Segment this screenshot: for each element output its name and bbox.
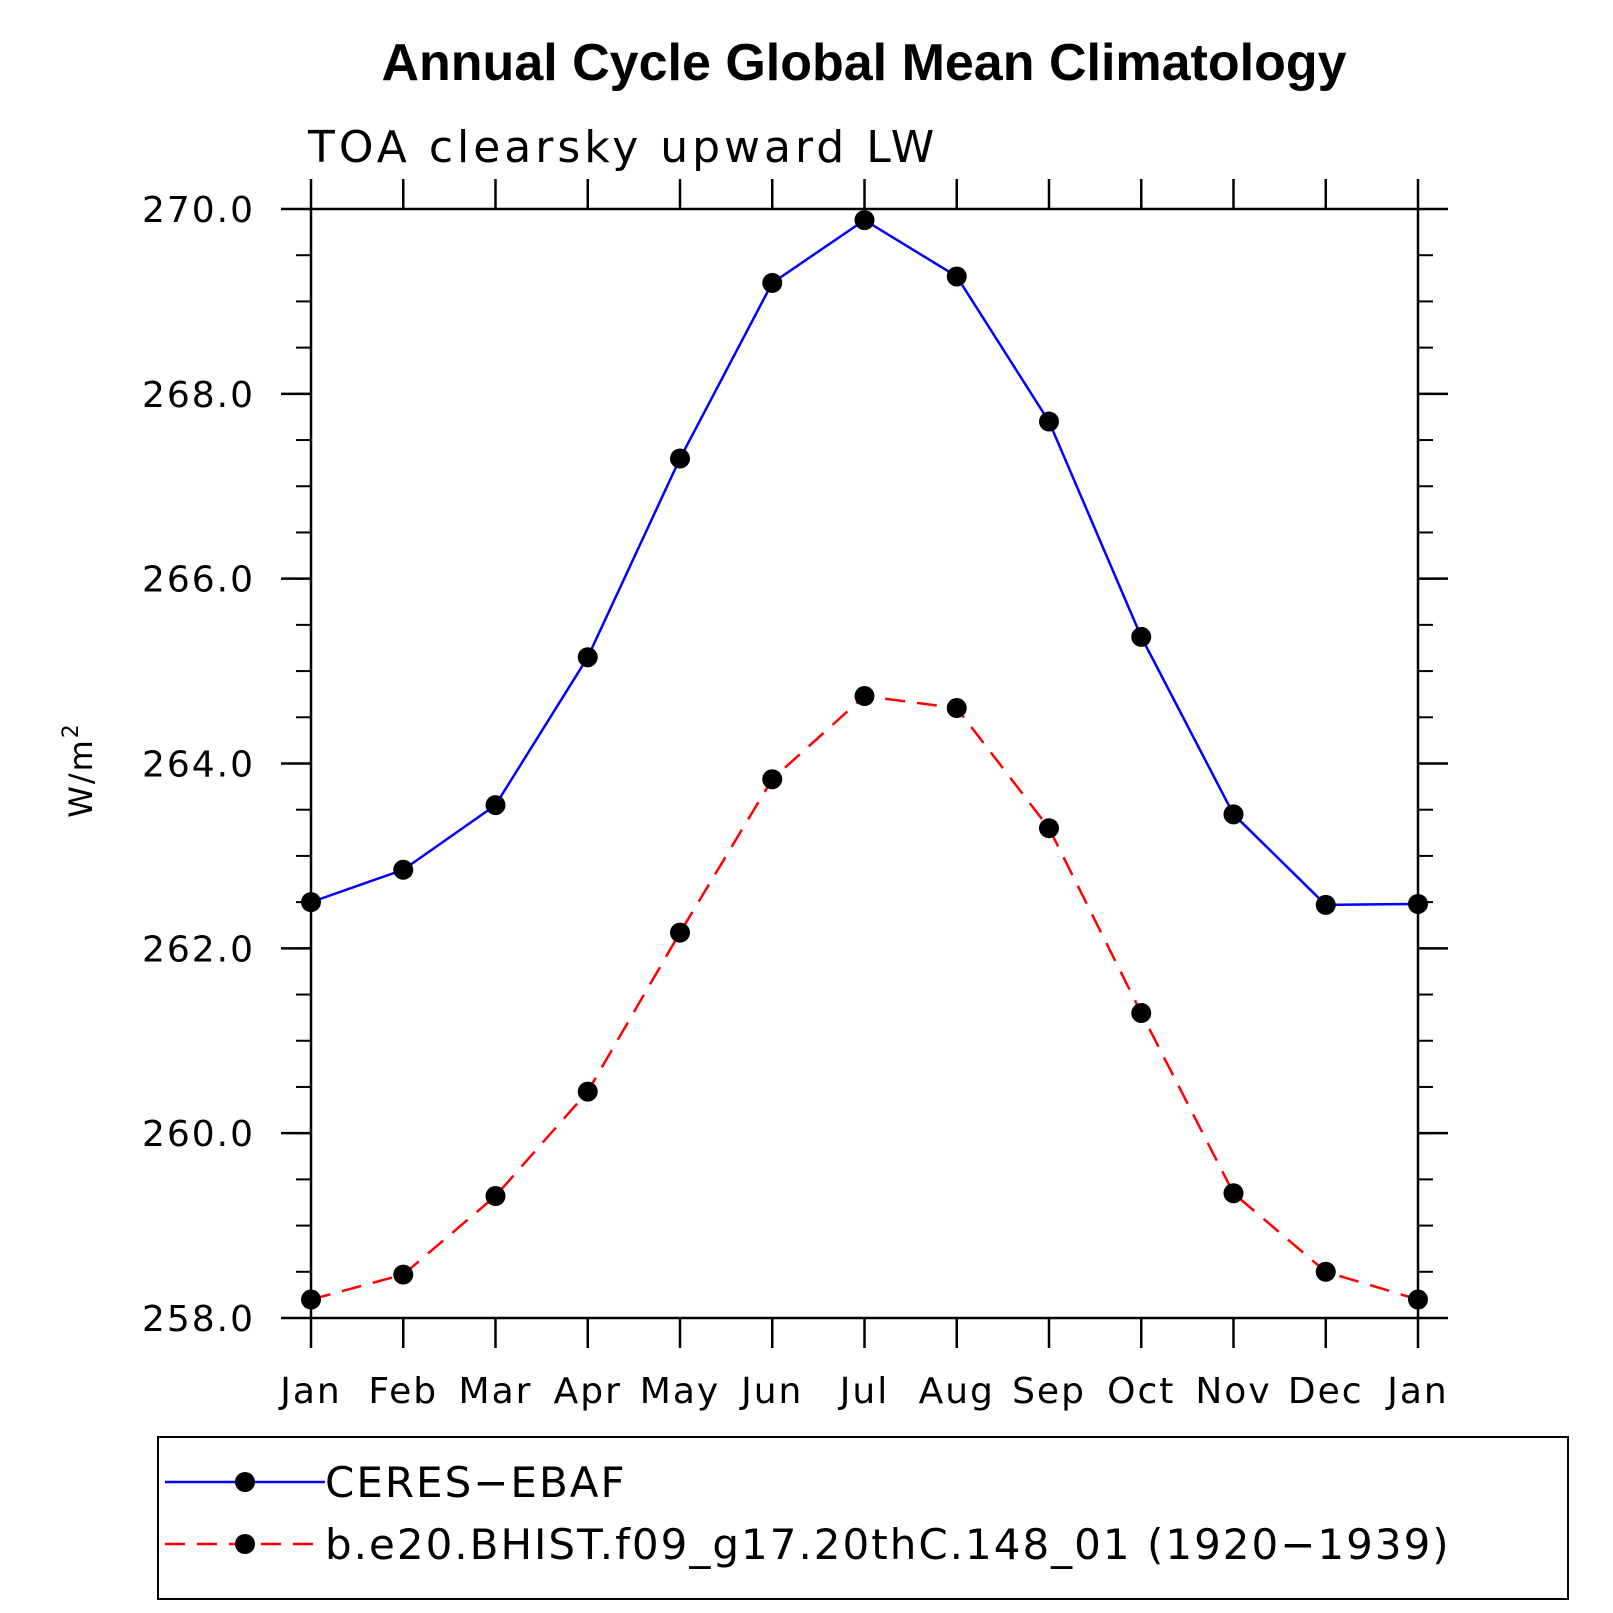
x-tick-label: Oct xyxy=(1107,1371,1175,1412)
x-tick-label: Nov xyxy=(1195,1371,1271,1412)
chart-title: Annual Cycle Global Mean Climatology xyxy=(381,34,1346,92)
series-0-point xyxy=(393,859,414,880)
legend-marker-ceres xyxy=(235,1472,255,1492)
x-tick-label: Feb xyxy=(368,1371,438,1412)
svg-text:W/m2: W/m2 xyxy=(59,722,100,818)
plot-frame xyxy=(309,207,1420,1320)
y-tick-label: 268.0 xyxy=(142,375,255,416)
series-1-point xyxy=(393,1264,414,1285)
y-tick-label: 266.0 xyxy=(142,560,255,601)
series-line-0 xyxy=(310,218,1419,907)
legend-box xyxy=(157,1436,1569,1600)
legend: CERES−EBAF b.e20.BHIST.f09_g17.20thC.148… xyxy=(157,1436,1569,1600)
series-1-point xyxy=(577,1081,598,1102)
series-1-point xyxy=(1039,818,1059,839)
series-0-point xyxy=(1131,626,1152,647)
y-axis-label-text: W/m xyxy=(62,738,100,818)
series-1-point xyxy=(1223,1183,1244,1204)
series-1-point xyxy=(301,1289,321,1310)
legend-marker-model xyxy=(235,1534,255,1554)
series-1-point xyxy=(1315,1261,1336,1282)
y-tick-label: 264.0 xyxy=(142,745,255,786)
series-1-point xyxy=(485,1186,506,1207)
legend-label-ceres: CERES−EBAF xyxy=(325,1458,627,1507)
series-0-point xyxy=(1039,411,1059,432)
series-0-point xyxy=(1408,893,1428,914)
series-0-point xyxy=(577,647,598,668)
chart-subtitle: TOA clearsky upward LW xyxy=(307,122,938,173)
series-1-point xyxy=(762,769,783,790)
series-0-point xyxy=(854,210,875,231)
x-tick-label: Mar xyxy=(459,1371,533,1412)
series-0-point xyxy=(946,266,967,287)
series-line-1 xyxy=(310,694,1419,1301)
x-tick-label: Aug xyxy=(919,1371,995,1412)
series-1-point xyxy=(1408,1289,1428,1310)
x-tick-label: Sep xyxy=(1012,1371,1086,1412)
series-0-point xyxy=(485,795,506,816)
series-layer xyxy=(301,210,1428,1310)
series-0-point xyxy=(1315,894,1336,915)
y-tick-label: 258.0 xyxy=(142,1299,255,1340)
x-tick-label: Jan xyxy=(278,1371,342,1412)
x-tick-label: Jul xyxy=(838,1371,889,1412)
x-tick-label: May xyxy=(640,1371,720,1412)
x-tick-label: Dec xyxy=(1288,1371,1364,1412)
series-1-point xyxy=(670,922,690,943)
series-0-point xyxy=(670,448,690,469)
axes: Jan Feb Mar Apr May Jun Jul Aug Sep Oct Nov Dec Jan 2… xyxy=(142,179,1449,1412)
series-0-point xyxy=(301,892,321,913)
series-1-point xyxy=(946,698,967,719)
y-axis-label-superscript: 2 xyxy=(59,722,84,738)
x-tick-label: Jun xyxy=(739,1371,803,1412)
y-tick-label: 260.0 xyxy=(142,1114,255,1155)
x-tick-label: Jan xyxy=(1385,1371,1449,1412)
y-axis-label: W/m2 xyxy=(59,722,100,818)
series-1-point xyxy=(1131,1003,1152,1024)
y-tick-label: 270.0 xyxy=(142,190,255,231)
series-0-point xyxy=(1223,804,1244,825)
series-1-point xyxy=(854,686,875,707)
series-0-point xyxy=(762,272,783,293)
legend-label-model: b.e20.BHIST.f09_g17.20thC.148_01 (1920−1… xyxy=(325,1520,1451,1569)
y-tick-label: 262.0 xyxy=(142,929,255,970)
x-tick-label: Apr xyxy=(554,1371,622,1412)
